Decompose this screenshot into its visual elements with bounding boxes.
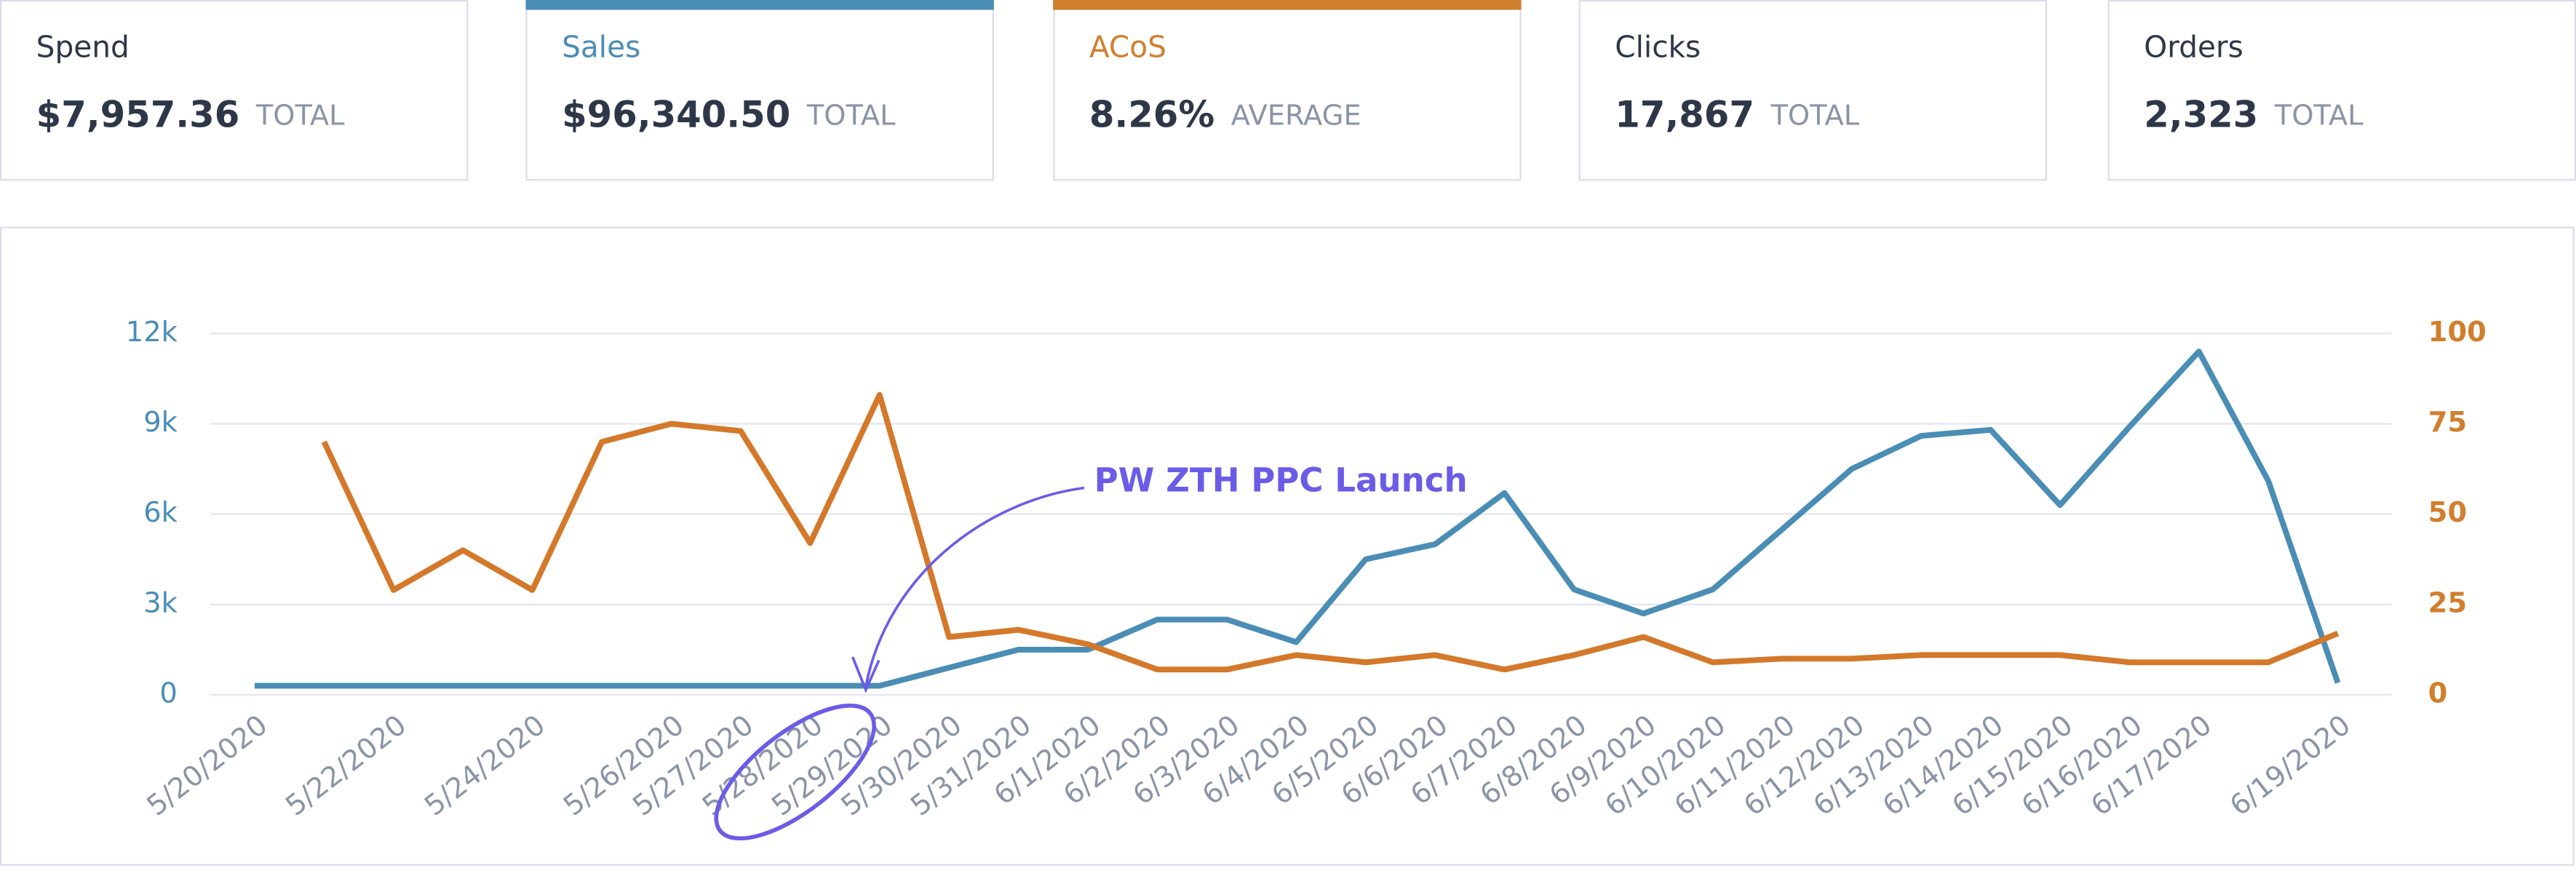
y-tick-label: 6k bbox=[143, 496, 178, 529]
cards: Spend $7,957.36 TOTAL Sales $96,340.50 TOTAL A… bbox=[0, 0, 2576, 181]
y2-tick-label: 25 bbox=[2428, 586, 2467, 619]
card-value: 8.26% bbox=[1089, 93, 1215, 135]
card-label: Sales bbox=[562, 30, 640, 65]
card-value: $96,340.50 bbox=[562, 93, 790, 135]
y-tick-label: 0 bbox=[159, 677, 177, 709]
card-label: ACoS bbox=[1089, 30, 1166, 65]
card-value-line: $7,957.36 TOTAL bbox=[36, 93, 345, 135]
card-value-line: 8.26% AVERAGE bbox=[1089, 93, 1361, 135]
card-unit: AVERAGE bbox=[1231, 99, 1361, 132]
card-unit: TOTAL bbox=[2274, 99, 2364, 132]
card-accent bbox=[525, 0, 994, 10]
card-unit: TOTAL bbox=[255, 99, 345, 132]
card-label: Spend bbox=[36, 30, 130, 65]
y-tick-label: 12k bbox=[126, 316, 178, 349]
card-unit: TOTAL bbox=[806, 99, 896, 132]
y-tick-label: 3k bbox=[143, 586, 178, 619]
card bbox=[1053, 0, 1522, 181]
card-accent bbox=[1053, 0, 1522, 10]
annotation-circle bbox=[714, 704, 876, 841]
card-value-line: 2,323 TOTAL bbox=[2144, 93, 2364, 135]
card-unit: TOTAL bbox=[1770, 99, 1859, 132]
card-value: $7,957.36 bbox=[36, 93, 240, 135]
card bbox=[525, 0, 994, 181]
arrow-head bbox=[851, 656, 880, 693]
y2-tick-label: 100 bbox=[2428, 316, 2486, 349]
card-label: Orders bbox=[2144, 30, 2243, 65]
y2-tick-label: 50 bbox=[2428, 496, 2467, 529]
card bbox=[2107, 0, 2576, 181]
annotation-text: PW ZTH PPC Launch bbox=[1094, 461, 1468, 500]
card-value-line: $96,340.50 TOTAL bbox=[562, 93, 896, 135]
card bbox=[1578, 0, 2048, 181]
card-label: Clicks bbox=[1615, 30, 1701, 65]
card-value-line: 17,867 TOTAL bbox=[1615, 93, 1860, 135]
card bbox=[0, 0, 469, 181]
annotation-arrow bbox=[864, 486, 1085, 688]
y2-tick-label: 0 bbox=[2428, 677, 2448, 709]
y-tick-label: 9k bbox=[143, 406, 178, 439]
y2-tick-label: 75 bbox=[2428, 406, 2467, 439]
series-line bbox=[321, 391, 2340, 673]
card-value: 17,867 bbox=[1615, 93, 1754, 135]
series-line bbox=[254, 349, 2341, 689]
card-value: 2,323 bbox=[2144, 93, 2258, 135]
